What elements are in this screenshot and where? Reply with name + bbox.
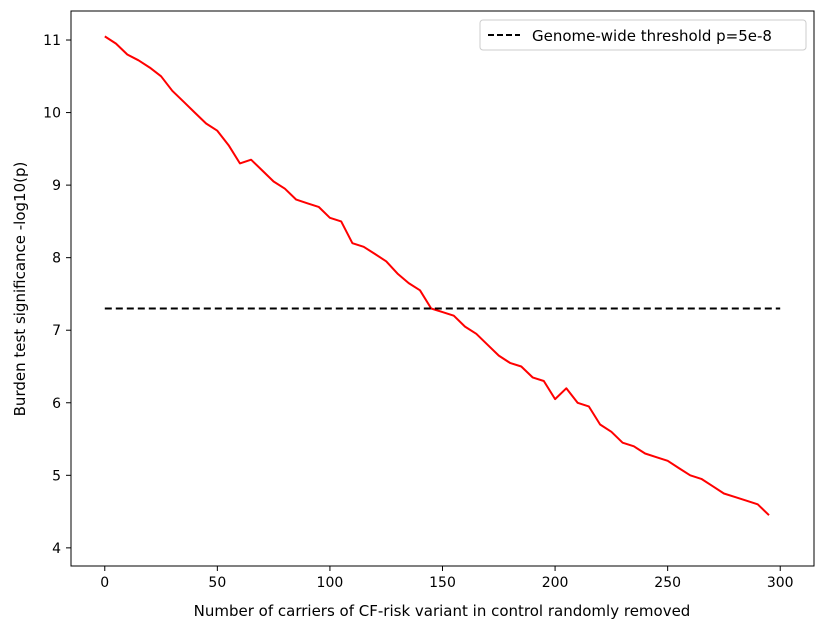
x-tick-label: 0 [100, 575, 109, 591]
x-axis: 0 50 100 150 200 250 300 [100, 566, 794, 591]
x-tick-label: 300 [767, 575, 794, 591]
y-tick-label: 8 [52, 251, 61, 267]
y-tick-label: 11 [43, 33, 61, 49]
legend: Genome-wide threshold p=5e-8 [479, 19, 807, 51]
y-axis: 4 5 6 7 8 9 10 11 [43, 33, 71, 557]
legend-box [479, 19, 807, 51]
y-tick-label: 10 [43, 106, 61, 122]
x-tick-label: 250 [654, 575, 681, 591]
plot-content [104, 35, 781, 516]
y-tick-label: 4 [52, 541, 61, 557]
x-tick-label: 50 [208, 575, 226, 591]
series-significance-line [104, 35, 770, 516]
y-tick-label: 9 [52, 178, 61, 194]
x-tick-label: 200 [542, 575, 569, 591]
legend-threshold-label: Genome-wide threshold p=5e-8 [532, 27, 772, 45]
y-tick-label: 6 [52, 396, 61, 412]
x-axis-label: Number of carriers of CF-risk variant in… [194, 602, 691, 620]
x-tick-label: 100 [317, 575, 344, 591]
y-tick-label: 5 [52, 468, 61, 484]
y-tick-label: 7 [52, 323, 61, 339]
x-tick-label: 150 [429, 575, 456, 591]
y-axis-label: Burden test significance -log10(p) [11, 162, 29, 417]
